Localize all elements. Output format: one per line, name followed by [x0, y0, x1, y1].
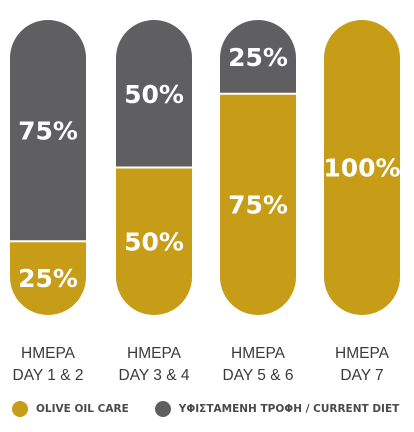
legend-swatch-current-diet [154, 401, 171, 417]
legend-label-current-diet: ΥΦΙΣΤΑΜΕΝΗ ΤΡΟΦΗ / CURRENT DIET [178, 403, 400, 415]
category-label-1-line-2: DAY 1 & 2 [13, 367, 84, 384]
bar-group-1 [10, 20, 86, 315]
category-label-3-line-2: DAY 5 & 6 [223, 367, 294, 384]
category-label-2-line-2: DAY 3 & 4 [119, 367, 190, 384]
category-label-4-line-1: ΗΜΕΡΑ [335, 345, 390, 362]
bar-group-2 [116, 20, 192, 315]
bar-olive-oil-care-2 [116, 167, 192, 315]
category-label-4-line-2: DAY 7 [340, 367, 383, 384]
bar-current-diet-2 [116, 20, 192, 168]
category-label-3-line-1: ΗΜΕΡΑ [231, 345, 286, 362]
bar-olive-oil-care-1 [10, 241, 86, 315]
data-label-current-diet-2: 50% [124, 80, 184, 109]
bar-group-3 [220, 20, 296, 315]
category-label-1-line-1: ΗΜΕΡΑ [21, 345, 76, 362]
bar-olive-oil-care-4 [324, 20, 400, 315]
data-label-olive-oil-care-4: 100% [323, 154, 400, 183]
legend-swatch-olive-oil-care [12, 401, 28, 417]
bar-olive-oil-care-3 [220, 93, 296, 315]
category-label-2-line-1: ΗΜΕΡΑ [127, 345, 182, 362]
bar-current-diet-1 [10, 20, 86, 242]
legend-item-olive-oil-care: OLIVE OIL CARE [12, 401, 129, 417]
data-label-olive-oil-care-3: 75% [228, 190, 288, 219]
bar-group-4 [324, 20, 400, 315]
legend: OLIVE OIL CARE ΥΦΙΣΤΑΜΕΝΗ ΤΡΟΦΗ / CURREN… [12, 398, 414, 420]
legend-label-olive-oil-care: OLIVE OIL CARE [36, 403, 129, 415]
legend-item-current-diet: ΥΦΙΣΤΑΜΕΝΗ ΤΡΟΦΗ / CURRENT DIET [154, 401, 400, 417]
bar-current-diet-3 [220, 20, 296, 94]
data-label-current-diet-1: 75% [18, 117, 78, 146]
data-label-olive-oil-care-1: 25% [18, 264, 78, 293]
data-label-olive-oil-care-2: 50% [124, 227, 184, 256]
data-label-current-diet-3: 25% [228, 43, 288, 72]
